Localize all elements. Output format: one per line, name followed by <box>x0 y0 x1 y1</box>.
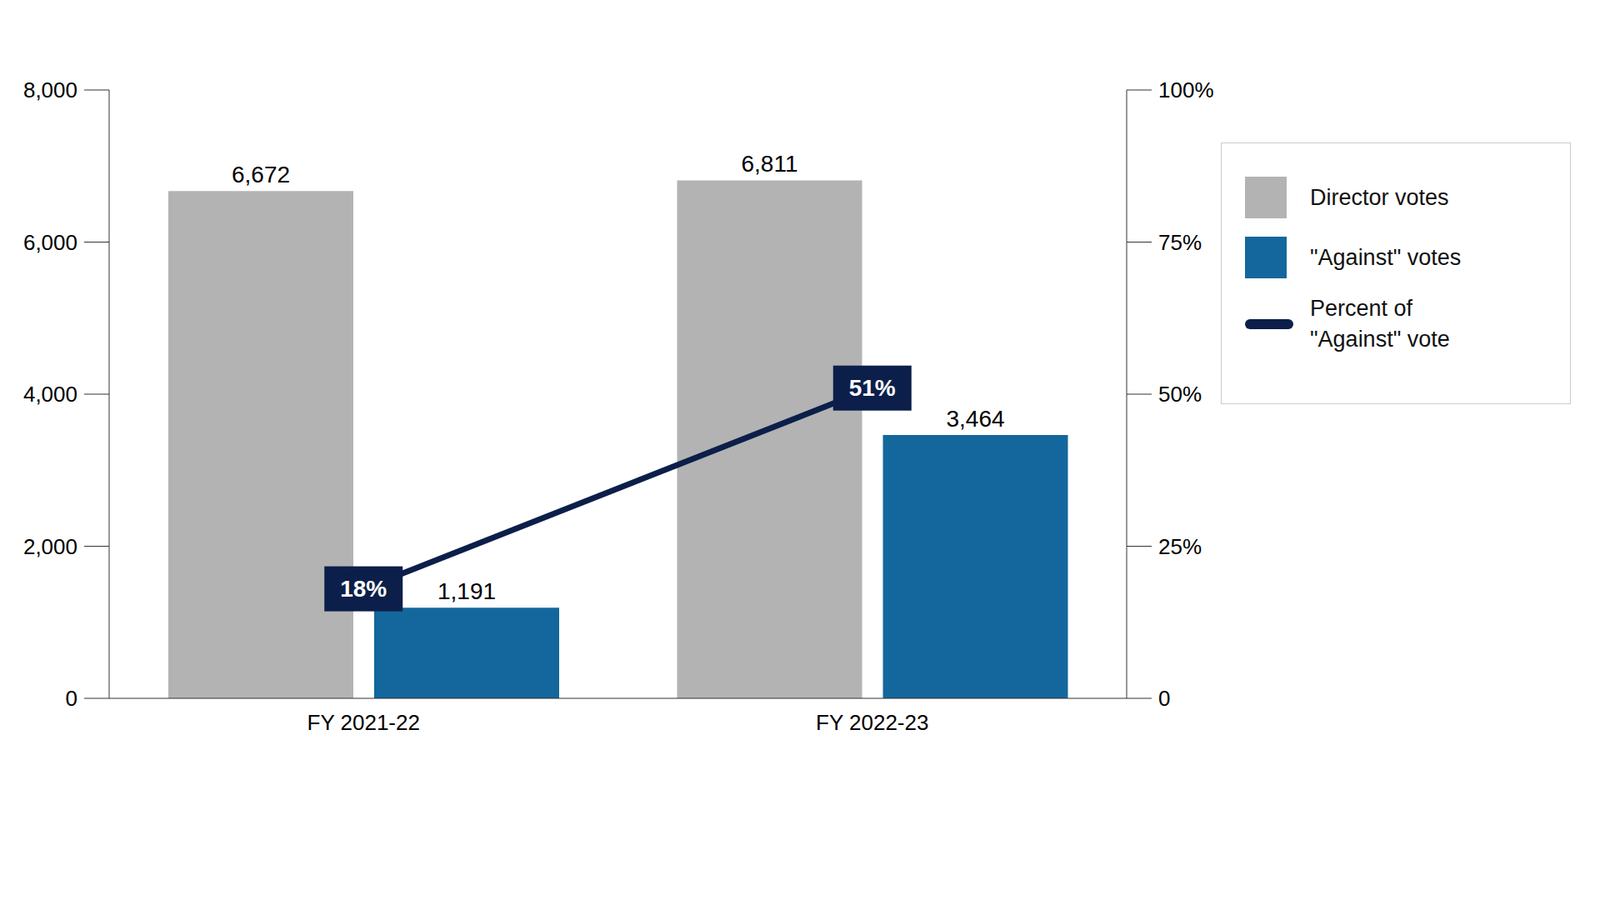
svg-text:6,811: 6,811 <box>741 150 799 177</box>
svg-text:25%: 25% <box>1158 534 1202 560</box>
svg-text:4,000: 4,000 <box>23 381 78 407</box>
svg-text:75%: 75% <box>1158 230 1202 255</box>
svg-text:FY 2022-23: FY 2022-23 <box>815 710 929 735</box>
svg-text:6,672: 6,672 <box>231 161 290 188</box>
svg-text:0: 0 <box>65 685 78 711</box>
svg-text:1,191: 1,191 <box>437 578 496 605</box>
svg-text:0: 0 <box>1158 685 1170 711</box>
svg-text:2,000: 2,000 <box>23 534 78 560</box>
html-text:Director votes: Director votes <box>1310 184 1449 210</box>
svg-text:3,464: 3,464 <box>945 405 1005 432</box>
svg-text:8,000: 8,000 <box>23 77 78 103</box>
html-text:"Against" votes: "Against" votes <box>1310 244 1462 270</box>
svg-text:6,000: 6,000 <box>23 230 78 255</box>
svg-text:51%: 51% <box>849 375 896 401</box>
svg-text:FY 2021-22: FY 2021-22 <box>307 710 420 735</box>
html-text:Percent of "Against" vote: Percent of "Against" vote <box>1310 295 1450 352</box>
svg-text:50%: 50% <box>1158 381 1202 407</box>
svg-text:100%: 100% <box>1158 77 1215 103</box>
svg-text:18%: 18% <box>340 575 387 602</box>
